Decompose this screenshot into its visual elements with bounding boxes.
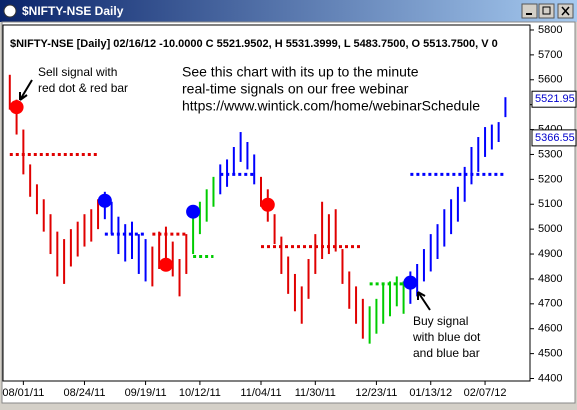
x-tick-label: 08/24/11	[63, 387, 105, 399]
x-tick-label: 02/07/12	[464, 387, 507, 399]
signal-dot	[186, 204, 201, 219]
y-tick-label: 5200	[538, 173, 562, 185]
x-tick-label: 08/01/11	[2, 387, 44, 399]
y-tick-label: 4600	[538, 323, 562, 335]
y-tick-label: 4400	[538, 372, 562, 384]
x-tick-label: 09/19/11	[125, 387, 167, 399]
x-tick-label: 11/30/11	[295, 387, 336, 399]
y-tick-label: 5700	[538, 49, 562, 61]
annotation: red dot & red bar	[38, 81, 128, 95]
last-price-label: 5366.55	[535, 132, 575, 144]
y-tick-label: 5800	[538, 24, 562, 36]
annotation: with blue dot	[412, 330, 481, 344]
signal-dot	[97, 193, 112, 208]
y-tick-label: 4700	[538, 298, 562, 310]
window-title: $NIFTY-NSE Daily	[22, 4, 124, 18]
annotation: and blue bar	[413, 346, 480, 360]
y-tick-label: 5600	[538, 74, 562, 86]
x-tick-label: 01/13/12	[409, 387, 452, 399]
maximize-button[interactable]	[538, 3, 555, 19]
arrow	[19, 79, 33, 101]
x-tick-label: 10/12/11	[179, 387, 221, 399]
title-bar	[0, 0, 577, 22]
annotation: https://www.wintick.com/home/webinarSche…	[182, 98, 480, 114]
arrow	[417, 291, 431, 311]
minimize-button[interactable]	[521, 3, 538, 19]
signal-dot	[403, 275, 418, 290]
chart-header: $NIFTY-NSE [Daily] 02/16/12 -10.0000 C 5…	[10, 38, 498, 50]
signal-dot	[260, 197, 275, 212]
last-price-box	[531, 90, 577, 108]
x-tick-label: 11/04/11	[240, 387, 281, 399]
annotation: Sell signal with	[38, 65, 117, 79]
y-tick-label: 5300	[538, 148, 562, 160]
last-price-box	[531, 129, 577, 147]
annotation: real-time signals on our free webinar	[182, 81, 409, 97]
window-buttons	[521, 3, 574, 19]
y-tick-label: 4900	[538, 248, 562, 260]
app-icon	[3, 4, 17, 18]
last-price-label: 5521.95	[535, 93, 575, 105]
signal-dot	[158, 257, 173, 272]
annotation: See this chart with its up to the minute	[182, 64, 419, 80]
annotation: Buy signal	[413, 314, 468, 328]
signal-dot	[9, 100, 24, 115]
y-tick-label: 5100	[538, 198, 562, 210]
plot	[8, 74, 507, 344]
y-tick-label: 5000	[538, 223, 562, 235]
y-tick-label: 4500	[538, 348, 562, 360]
y-tick-label: 4800	[538, 273, 562, 285]
x-tick-label: 12/23/11	[355, 387, 397, 399]
